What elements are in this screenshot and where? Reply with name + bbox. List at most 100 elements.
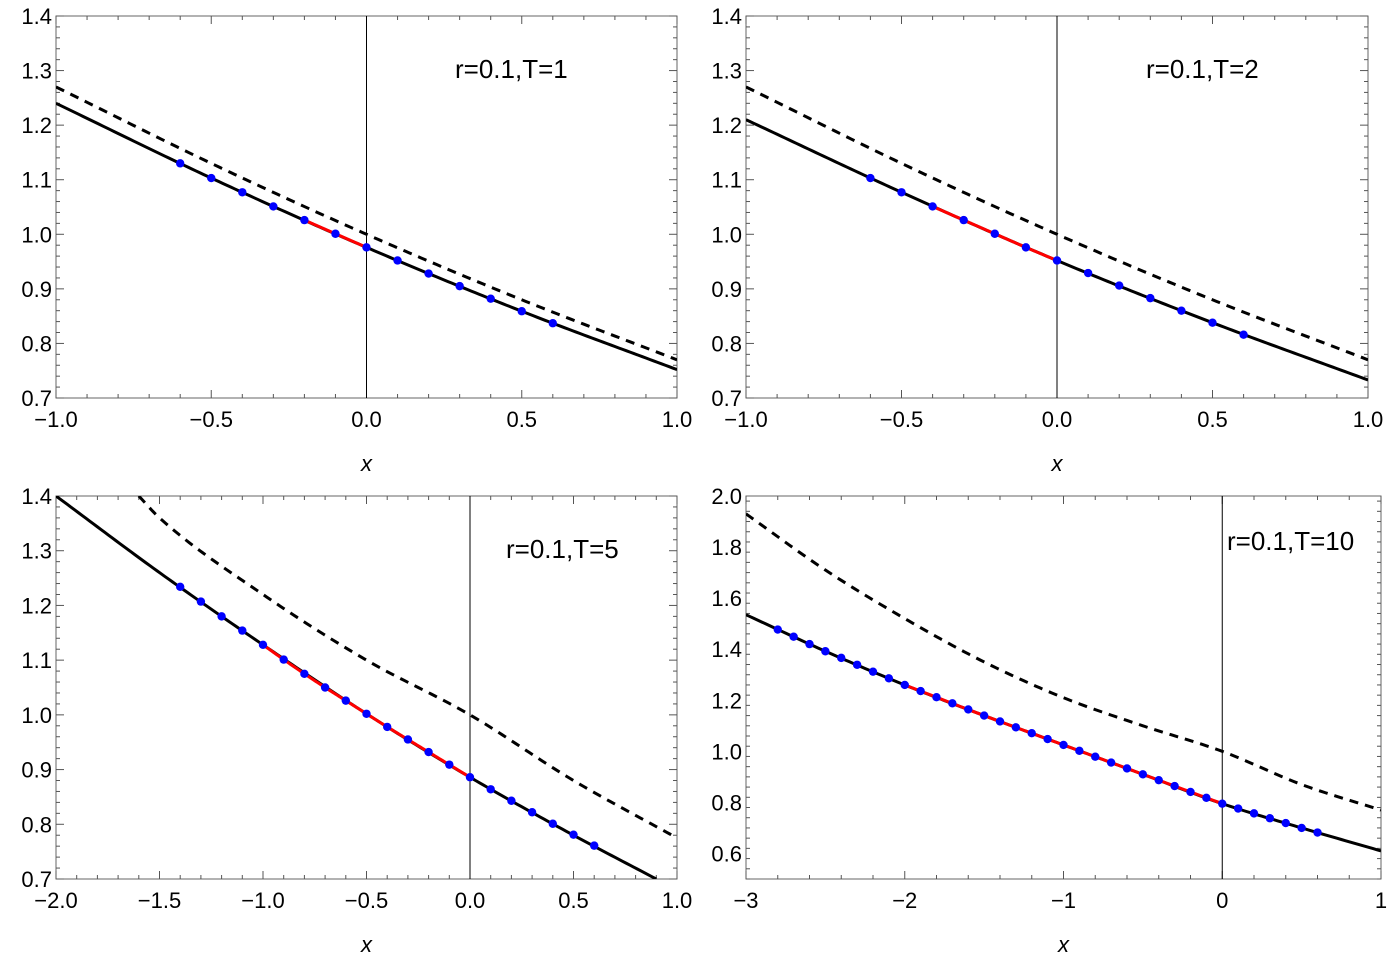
axis-ticks: [745, 496, 1382, 880]
x-axis-label: x: [1057, 932, 1070, 954]
data-point: [238, 626, 247, 635]
data-point: [773, 625, 782, 634]
x-axis-label: x: [1051, 451, 1064, 476]
y-tick-label: 1.0: [21, 222, 52, 247]
y-tick-label: 1.3: [21, 539, 52, 564]
y-tick-label: 0.9: [21, 758, 52, 783]
plot-area: [56, 496, 677, 879]
y-tick-label: 1.0: [711, 222, 742, 247]
x-axis-label: x: [360, 451, 373, 476]
x-tick-label: −2.0: [34, 888, 77, 913]
data-point: [1239, 330, 1248, 339]
y-tick-label: 0.7: [711, 386, 742, 411]
data-point: [393, 256, 402, 265]
data-point: [383, 722, 392, 732]
data-point: [1281, 818, 1290, 828]
y-tick-label: 1.4: [21, 4, 52, 29]
y-tick-label: 1.4: [21, 484, 52, 509]
data-point: [1233, 804, 1243, 813]
parameter-annotation: r=0.1,T=10: [1227, 526, 1354, 556]
y-tick-label: 1.2: [21, 113, 52, 138]
data-point: [821, 647, 830, 656]
y-tick-label: 1.8: [711, 535, 742, 560]
data-point: [424, 747, 433, 757]
data-point: [948, 699, 957, 708]
x-tick-label: −1.0: [724, 407, 767, 432]
data-point: [995, 717, 1005, 726]
dashed-curve: [56, 85, 677, 362]
data-point: [928, 202, 937, 211]
axis-ticks: [745, 15, 1369, 399]
y-tick-label: 1.2: [711, 113, 742, 138]
data-point: [1313, 828, 1322, 837]
plot-area: [746, 85, 1368, 382]
data-point: [486, 785, 495, 794]
data-point: [1122, 764, 1132, 773]
data-point: [486, 294, 495, 303]
y-tick-label: 1.1: [21, 648, 52, 673]
data-point: [424, 269, 433, 278]
data-point: [1138, 770, 1148, 779]
data-point: [1249, 809, 1259, 818]
parameter-annotation: r=0.1,T=1: [455, 54, 568, 84]
plot-area: [746, 512, 1381, 853]
data-point: [1021, 243, 1031, 252]
solid-curve: [746, 613, 1381, 853]
plot-area: [56, 85, 677, 372]
data-point: [176, 159, 185, 168]
y-tick-label: 1.0: [21, 703, 52, 728]
data-point: [176, 582, 185, 592]
x-tick-label: 0: [1216, 888, 1228, 913]
data-point: [1177, 306, 1186, 315]
data-point: [897, 188, 906, 197]
data-point: [1115, 281, 1124, 290]
x-tick-label: −2: [892, 888, 917, 913]
data-point: [548, 819, 557, 828]
data-point: [1027, 729, 1036, 738]
data-point: [1052, 256, 1062, 265]
x-tick-label: −0.5: [345, 888, 388, 913]
chart-panel-4: −3 −2 −1 0 1 0.6 0.8 1.0 1.2 1.4 1.6 1.8 2.0 x r=0.1,T…: [711, 484, 1387, 954]
y-tick-label: 1.1: [711, 168, 742, 193]
data-point: [362, 243, 371, 252]
y-tick-label: 0.7: [21, 386, 52, 411]
y-tick-label: 0.8: [711, 331, 742, 356]
data-point: [465, 773, 475, 782]
data-point: [1146, 293, 1155, 303]
data-point: [217, 612, 226, 621]
y-tick-label: 2.0: [711, 484, 742, 509]
x-tick-label: 1.0: [1353, 407, 1384, 432]
data-point: [959, 215, 968, 225]
y-tick-label: 1.2: [21, 593, 52, 618]
data-point: [1202, 793, 1211, 803]
data-point: [196, 597, 206, 606]
y-tick-label: 0.8: [21, 812, 52, 837]
x-tick-label: −1.5: [138, 888, 181, 913]
data-point: [1297, 823, 1306, 833]
parameter-annotation: r=0.1,T=5: [506, 534, 619, 564]
data-point: [1170, 781, 1179, 791]
x-tick-label: −1: [1051, 888, 1076, 913]
x-tick-label: 0.0: [1042, 407, 1073, 432]
data-point: [331, 229, 340, 238]
dashed-curve: [137, 496, 677, 840]
data-point: [300, 669, 309, 679]
x-tick-label: 1.0: [662, 888, 693, 913]
data-point: [932, 693, 941, 702]
chart-panel-3: −2.0 −1.5 −1.0 −0.5 0.0 0.5 1.0 0.7 0.8 0.9 1.0 1.1…: [21, 484, 692, 954]
x-tick-label: −3: [733, 888, 758, 913]
y-tick-label: 0.8: [21, 331, 52, 356]
dashed-curve: [746, 85, 1368, 362]
data-point: [1218, 799, 1227, 808]
data-point: [548, 319, 557, 328]
x-tick-label: 0.5: [506, 407, 537, 432]
x-tick-label: 1.0: [662, 407, 693, 432]
x-tick-label: 1: [1375, 888, 1387, 913]
data-point: [1265, 814, 1275, 823]
data-point: [805, 639, 814, 649]
data-point: [517, 307, 526, 316]
x-tick-label: −0.5: [190, 407, 233, 432]
data-point: [590, 841, 599, 850]
dashed-curve: [746, 512, 1381, 812]
